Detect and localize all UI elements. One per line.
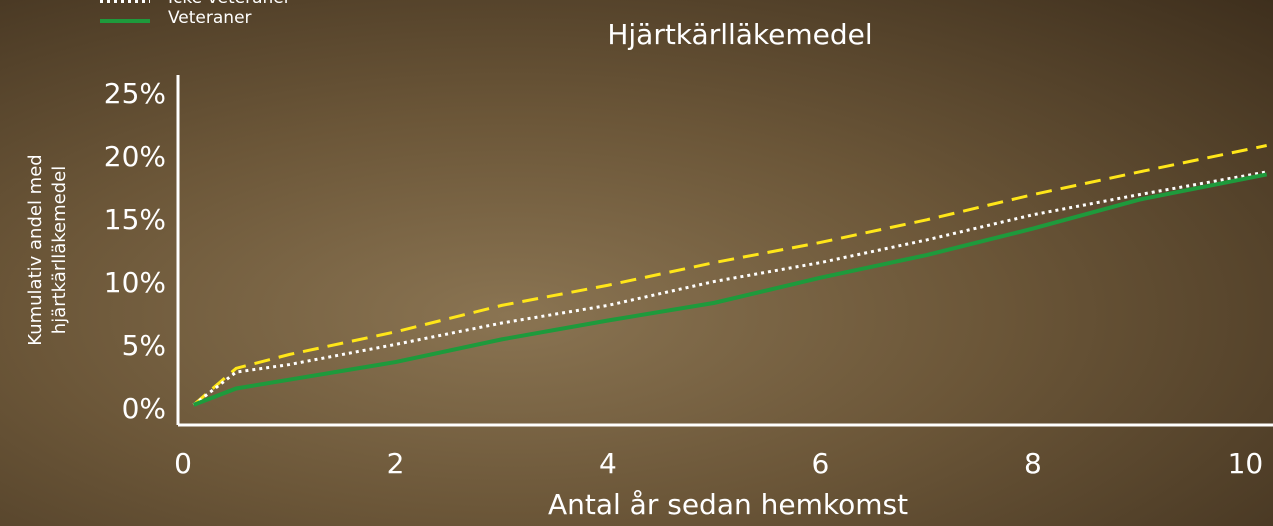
x-tick-label: 2 [387, 447, 405, 480]
x-tick-label: 8 [1024, 447, 1042, 480]
y-tick-label: 20% [104, 140, 166, 173]
y-tick-label: 0% [122, 392, 166, 425]
series-line [192, 172, 1268, 407]
y-tick-label: 10% [104, 266, 166, 299]
y-tick-label: 25% [104, 77, 166, 110]
x-tick-label: 0 [174, 447, 192, 480]
series-line [192, 170, 1267, 407]
x-axis-label: Antal år sedan hemkomst [548, 488, 908, 521]
x-tick-label: 10 [1228, 447, 1264, 480]
y-tick-label: 15% [104, 203, 166, 236]
chart-title: Hjärtkärlläkemedel [607, 18, 872, 51]
y-axis-label: hjärtkärlläkemedel [49, 166, 70, 334]
legend-label: Icke veteraner [168, 0, 291, 8]
y-tick-label: 5% [122, 329, 166, 362]
x-tick-label: 4 [599, 447, 617, 480]
y-axis-label: Kumulativ andel med [25, 154, 46, 345]
x-tick-label: 6 [812, 447, 830, 480]
legend-label: Veteraner [168, 8, 252, 28]
series-line [192, 144, 1267, 406]
